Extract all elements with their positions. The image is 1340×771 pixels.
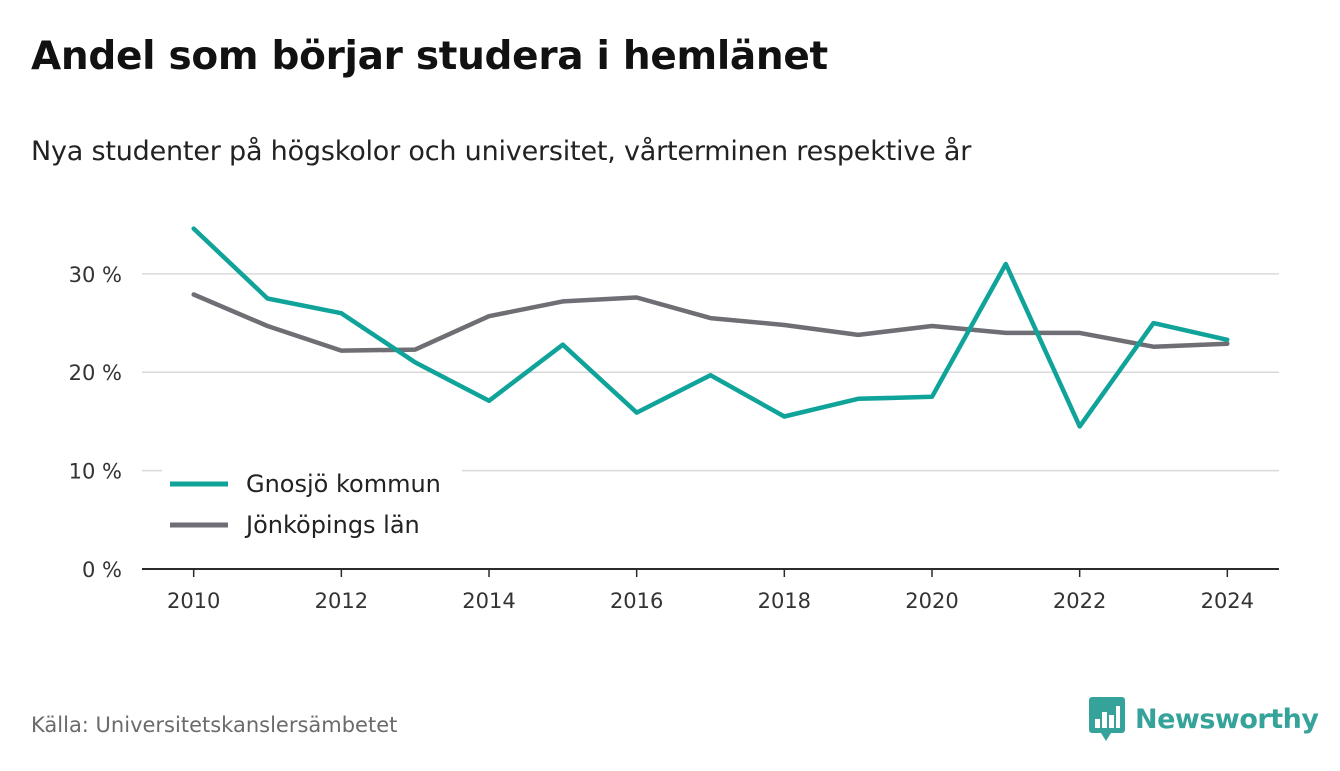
y-tick-label: 20 % <box>69 361 122 385</box>
legend: Gnosjö kommun Jönköpings län <box>162 458 462 549</box>
source-note: Källa: Universitetskanslersämbetet <box>31 713 398 737</box>
grid-lines <box>142 273 1279 472</box>
legend-label-1: Jönköpings län <box>244 511 420 539</box>
x-tick-label: 2020 <box>905 589 958 613</box>
x-tick-label: 2016 <box>610 589 663 613</box>
y-tick-label: 10 % <box>69 460 122 484</box>
y-axis-tick-labels: 0 % 10 % 20 % 30 % <box>69 263 122 582</box>
chart-subtitle: Nya studenter på högskolor och universit… <box>31 136 972 167</box>
bar-chart-speech-bubble-icon <box>1089 697 1125 741</box>
x-tick-label: 2024 <box>1201 589 1254 613</box>
x-tick-label: 2018 <box>758 589 811 613</box>
x-axis <box>142 568 1279 577</box>
x-tick-label: 2010 <box>167 589 220 613</box>
series-lines <box>191 226 1230 429</box>
brand-logo: Newsworthy <box>1089 697 1319 741</box>
series-line-0 <box>191 226 1230 429</box>
x-axis-tick-labels: 2010 2012 2014 2016 2018 2020 2022 2024 <box>167 589 1254 613</box>
series-line-1 <box>191 292 1230 353</box>
x-tick-label: 2014 <box>462 589 515 613</box>
brand-name: Newsworthy <box>1135 703 1319 735</box>
legend-label-0: Gnosjö kommun <box>246 470 441 498</box>
y-tick-label: 30 % <box>69 263 122 287</box>
legend-background <box>162 458 462 549</box>
line-chart: 0 % 10 % 20 % 30 % 2010 2012 2014 2016 2018 2020… <box>69 226 1279 613</box>
x-tick-label: 2022 <box>1053 589 1106 613</box>
y-tick-label: 0 % <box>82 558 122 582</box>
x-tick-label: 2012 <box>315 589 368 613</box>
chart-title: Andel som börjar studera i hemlänet <box>31 34 828 79</box>
